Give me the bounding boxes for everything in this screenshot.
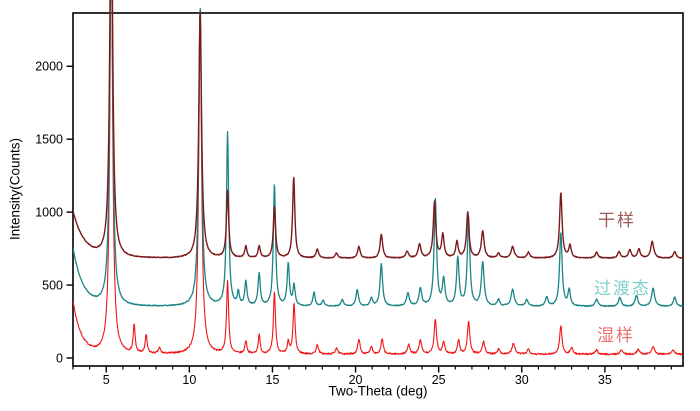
y-tick-label: 1500 bbox=[35, 132, 63, 146]
y-tick-label: 500 bbox=[42, 278, 63, 292]
series-label-wet: 湿样 bbox=[597, 326, 635, 345]
x-tick-label: 25 bbox=[432, 373, 446, 387]
x-tick-label: 20 bbox=[349, 373, 363, 387]
x-tick-label: 5 bbox=[103, 373, 110, 387]
x-axis-title: Two-Theta (deg) bbox=[328, 383, 428, 399]
y-tick-label: 0 bbox=[56, 351, 63, 365]
series-curve-wet bbox=[73, 0, 683, 356]
y-tick-label: 2000 bbox=[35, 60, 63, 74]
x-tick-label: 15 bbox=[266, 373, 280, 387]
series-label-transition: 过渡态 bbox=[594, 279, 651, 298]
series-curve-transition bbox=[73, 0, 683, 308]
x-tick-label: 35 bbox=[598, 373, 612, 387]
x-tick-label: 10 bbox=[182, 373, 196, 387]
plot-frame bbox=[72, 12, 684, 367]
y-tick-label: 1000 bbox=[35, 205, 63, 219]
y-axis-title: Intensity(Counts) bbox=[7, 137, 23, 241]
series-label-dry: 干样 bbox=[598, 211, 636, 230]
series-curve-dry bbox=[73, 0, 683, 259]
x-tick-label: 30 bbox=[515, 373, 529, 387]
